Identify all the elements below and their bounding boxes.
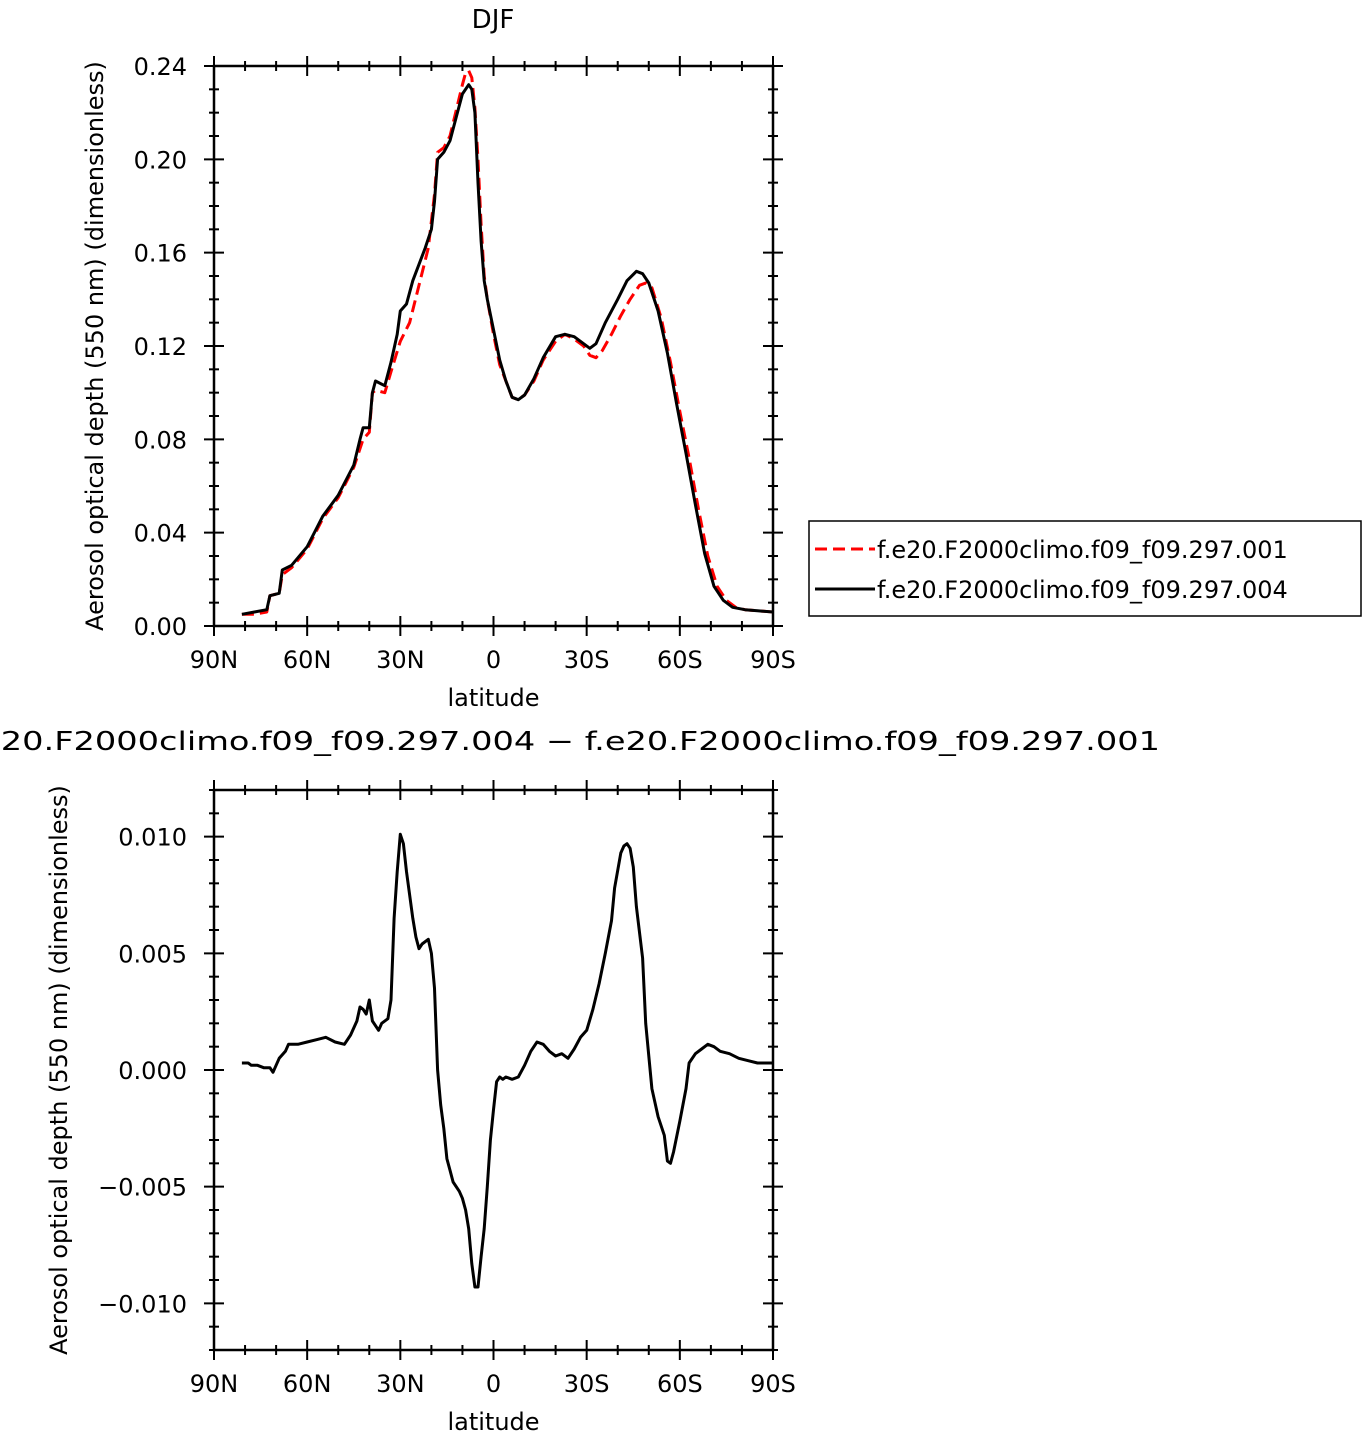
legend-box <box>808 520 1362 617</box>
upper-chart: DJF 90N 60N 30N 0 30S 60S 90S latitude 0.00 0.04 0.… <box>81 5 1362 712</box>
y-axis-label: Aerosol optical depth (550 nm) (dimensio… <box>45 785 73 1355</box>
y-tick-label: 0.12 <box>134 333 187 361</box>
plot-frame <box>212 64 775 628</box>
x-tick-label: 90S <box>750 646 796 674</box>
chart-title: f.e20.F2000climo.f09_f09.297.004 − f.e20… <box>0 727 1160 757</box>
y-tick-label: 0.005 <box>118 940 187 968</box>
x-tick-label: 30S <box>564 1370 610 1398</box>
y-tick-label: 0.24 <box>134 53 187 81</box>
x-tick-label: 90S <box>750 1370 796 1398</box>
series-line-1 <box>241 832 773 1289</box>
chart-title: DJF <box>472 5 515 35</box>
y-axis-label: Aerosol optical depth (550 nm) (dimensio… <box>81 61 109 631</box>
x-tick-label: 30N <box>376 1370 425 1398</box>
series-line-1 <box>241 69 774 616</box>
x-tick-label: 30N <box>376 646 425 674</box>
x-tick-label: 0 <box>486 646 501 674</box>
x-tick-label: 60S <box>657 646 703 674</box>
y-tick-label: 0.000 <box>118 1057 187 1085</box>
lower-chart: f.e20.F2000climo.f09_f09.297.004 − f.e20… <box>0 727 1160 1436</box>
x-tick-label: 60S <box>657 1370 703 1398</box>
y-tick-label: 0.20 <box>134 146 187 174</box>
y-tick-label: 0.010 <box>118 824 187 852</box>
y-tick-label: 0.04 <box>134 520 187 548</box>
x-tick-label: 90N <box>190 646 239 674</box>
y-tick-label: −0.010 <box>98 1290 187 1318</box>
x-tick-label: 90N <box>190 1370 239 1398</box>
y-tick-label: −0.005 <box>98 1174 187 1202</box>
y-tick-label: 0.08 <box>134 426 187 454</box>
x-axis-label: latitude <box>447 1408 539 1436</box>
x-tick-label: 0 <box>486 1370 501 1398</box>
y-tick-label: 0.00 <box>134 613 187 641</box>
x-axis-label: latitude <box>447 684 539 712</box>
x-tick-label: 60N <box>283 1370 332 1398</box>
x-tick-label: 60N <box>283 646 332 674</box>
x-tick-label: 30S <box>564 646 610 674</box>
series-line-2 <box>241 83 774 616</box>
legend-entry-2: f.e20.F2000climo.f09_f09.297.004 <box>877 576 1288 604</box>
y-tick-label: 0.16 <box>134 240 187 268</box>
legend-entry-1: f.e20.F2000climo.f09_f09.297.001 <box>877 536 1288 564</box>
